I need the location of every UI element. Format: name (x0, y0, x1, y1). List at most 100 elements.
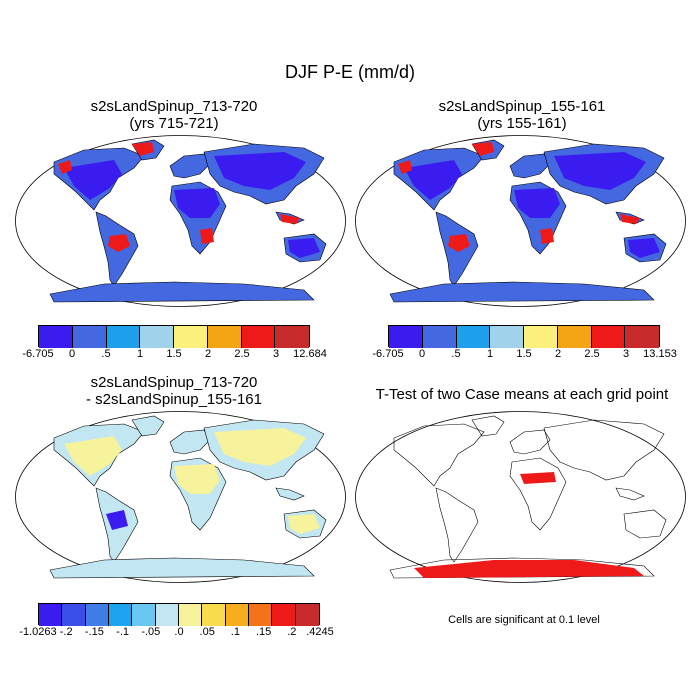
colorbar-tick-label: 2.5 (234, 348, 250, 360)
colorbar-swatch (248, 604, 273, 626)
colorbar-tick-label: .2 (287, 626, 297, 638)
continent-outline (543, 419, 665, 481)
colorbar-swatch (202, 604, 226, 626)
colorbar-tick-label: -.2 (59, 626, 73, 638)
dry-region (64, 160, 122, 200)
colorbar-tick-label: 1 (486, 348, 494, 360)
colorbar-tick-label: -6.705 (22, 348, 54, 360)
colorbar-swatch (106, 326, 141, 348)
significant-region (414, 560, 644, 578)
panel-3-title: s2sLandSpinup_713-720 - s2sLandSpinup_15… (14, 374, 334, 408)
colorbar-1 (38, 325, 310, 348)
map-panel-1 (15, 135, 346, 307)
positive-diff-region (214, 428, 306, 466)
dry-region (288, 238, 320, 258)
continent-outline (435, 487, 479, 563)
colorbar-swatch (225, 604, 249, 626)
colorbar-tick-label: 3 (272, 348, 280, 360)
colorbar-swatch (155, 604, 179, 626)
continent-outline (471, 415, 505, 437)
continent (275, 487, 305, 501)
continent (131, 415, 165, 437)
negative-diff-region (106, 510, 128, 530)
colorbar-tick-label: -6.705 (372, 348, 404, 360)
colorbar-swatch (625, 326, 659, 348)
colorbar-tick-label: .05 (199, 626, 215, 638)
continent-outline (509, 457, 567, 531)
colorbar-tick-label: .0 (174, 626, 184, 638)
dry-region (214, 152, 306, 190)
continent (49, 557, 315, 579)
continent (389, 281, 655, 303)
colorbar-tick-label: -.1 (116, 626, 130, 638)
colorbar-tick-label: .5 (451, 348, 461, 360)
colorbar-tick-label: 0 (418, 348, 426, 360)
map-panel-4 (355, 411, 686, 583)
wet-region (620, 214, 640, 224)
continent (169, 153, 211, 179)
wet-region (540, 228, 554, 244)
colorbar-tick-label: .1 (230, 626, 240, 638)
map-panel-3 (15, 411, 346, 583)
colorbar-tick-label: 3 (622, 348, 630, 360)
dry-region (554, 152, 646, 190)
colorbar-swatch (422, 326, 457, 348)
colorbar-swatch (295, 604, 319, 626)
colorbar-swatch (207, 326, 242, 348)
colorbar-swatch (389, 326, 423, 348)
panel-2-title-line1: s2sLandSpinup_155-161 (438, 98, 606, 115)
colorbar-tick-label: 1 (136, 348, 144, 360)
colorbar-3 (38, 603, 320, 626)
colorbar-3-ticks: -1.0263 -.2 -.15 -.1 -.05 .0 .05 .1 .15 .2 .4245 (19, 626, 333, 640)
continent-outline (509, 429, 551, 455)
wet-region (108, 234, 130, 252)
colorbar-tick-label: -1.0263 (19, 626, 57, 638)
colorbar-swatch (72, 326, 107, 348)
wet-region (398, 160, 412, 174)
wet-region (472, 142, 494, 156)
panel-3-title-line2: - s2sLandSpinup_155-161 (86, 391, 262, 408)
dry-region (514, 188, 560, 218)
colorbar-tick-label: .4245 (306, 626, 334, 638)
colorbar-swatch (140, 326, 174, 348)
colorbar-tick-label: 1.5 (516, 348, 532, 360)
positive-diff-region (64, 436, 122, 476)
colorbar-swatch (39, 604, 63, 626)
continent (509, 153, 551, 179)
map-outline (355, 411, 686, 583)
colorbar-1-ticks: -6.705 0 .5 1 1.5 2 2.5 3 12.684 (22, 348, 326, 362)
colorbar-tick-label: 12.684 (293, 348, 327, 360)
panel-2-title-line2: (yrs 155-161) (477, 115, 567, 132)
panel-3-title-line1: s2sLandSpinup_713-720 (90, 374, 258, 391)
colorbar-swatch (178, 604, 203, 626)
continent (49, 281, 315, 303)
continent-outline (615, 487, 645, 501)
colorbar-tick-label: 13.153 (643, 348, 677, 360)
wet-region (448, 234, 470, 252)
colorbar-swatch (272, 604, 296, 626)
colorbar-swatch (174, 326, 208, 348)
colorbar-swatch (62, 604, 86, 626)
colorbar-swatch (39, 326, 73, 348)
significant-region (520, 472, 556, 484)
colorbar-swatch (241, 326, 276, 348)
dry-region (174, 188, 220, 218)
figure-title: DJF P-E (mm/d) (285, 62, 415, 82)
positive-diff-region (288, 514, 320, 534)
dry-region (404, 160, 462, 200)
wet-region (132, 142, 154, 156)
colorbar-tick-label: .5 (101, 348, 111, 360)
colorbar-swatch (591, 326, 626, 348)
colorbar-2 (388, 325, 660, 348)
continent-outline (623, 509, 667, 539)
colorbar-swatch (524, 326, 558, 348)
colorbar-swatch (108, 604, 133, 626)
continent-outline (393, 423, 485, 487)
map-panel-2 (355, 135, 686, 307)
wet-region (200, 228, 214, 244)
positive-diff-region (174, 464, 220, 494)
colorbar-swatch (557, 326, 592, 348)
colorbar-tick-label: .15 (255, 626, 272, 638)
panel-1-title-line1: s2sLandSpinup_713-720 (90, 98, 258, 115)
wet-region (58, 160, 72, 174)
